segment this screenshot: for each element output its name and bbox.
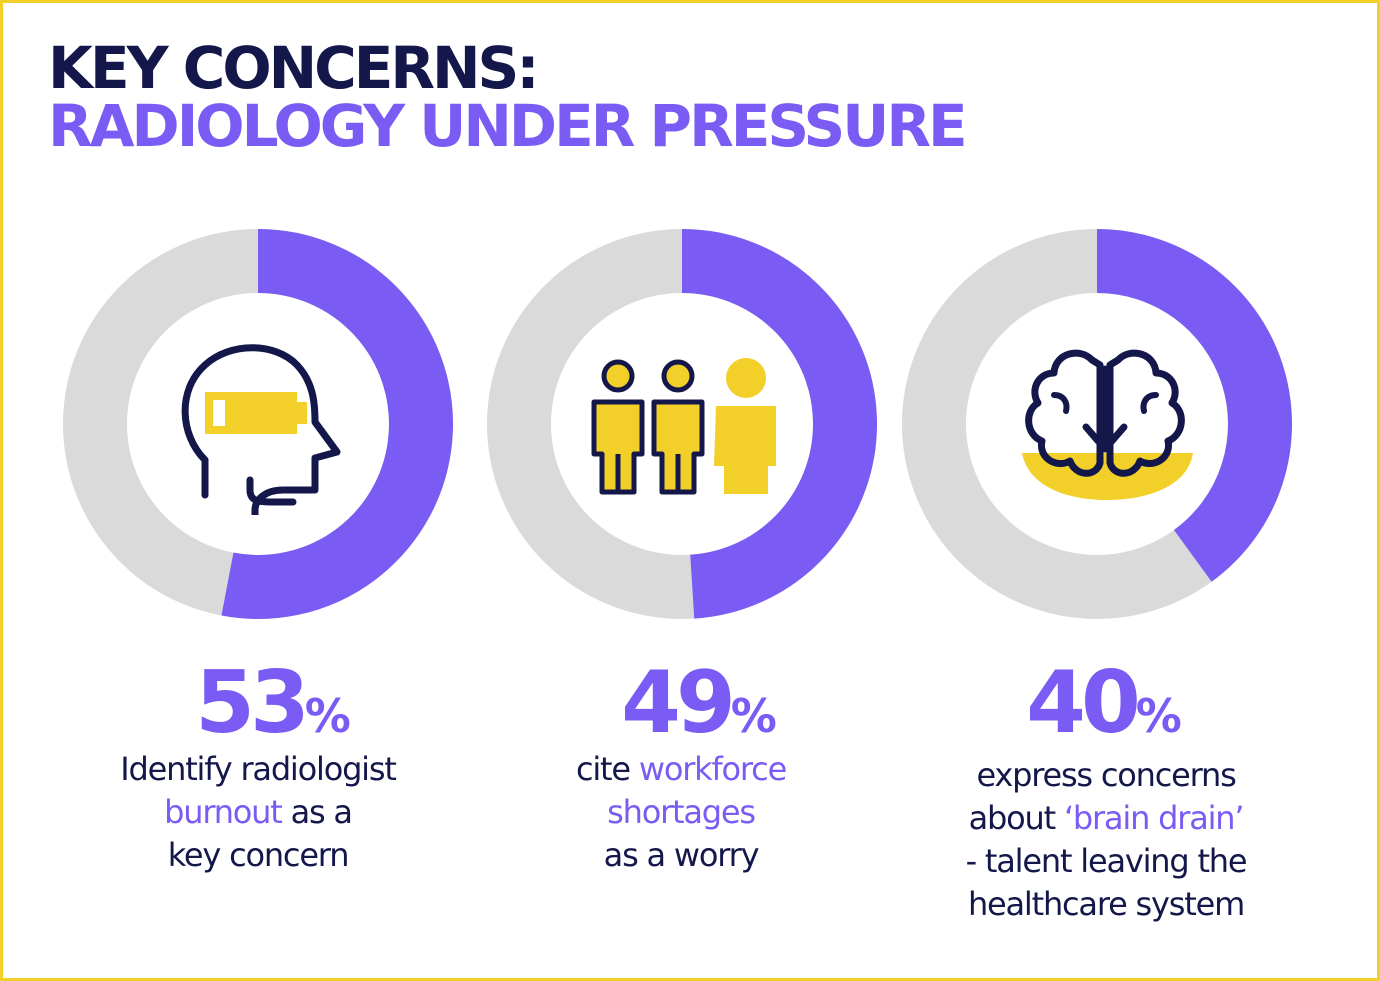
description-line: healthcare system [876,883,1336,926]
description-line: key concern [28,834,488,877]
stat-description-brain-drain: express concerns about ‘brain drain’ - tal… [876,754,1336,926]
description-text: as a [281,793,353,831]
highlight-text: workforce [638,750,787,788]
stat-value-brain-drain: 40% [873,660,1333,746]
stat-unit: % [730,689,777,743]
people-group-icon [586,356,781,500]
description-line: cite workforce [451,748,911,791]
donut-value-arc-1 [221,229,453,619]
highlight-text: shortages [607,793,756,831]
description-text: Identify radiologist [120,750,397,788]
stat-number: 53 [195,653,310,753]
description-line: express concerns [876,754,1336,797]
stat-number: 49 [621,653,736,753]
description-text: - talent leaving the [965,842,1248,880]
stat-value-workforce: 49% [468,660,928,746]
description-line: Identify radiologist [28,748,488,791]
description-text: as a worry [603,836,760,874]
highlight-text: burnout [164,793,283,831]
stat-description-workforce: cite workforce shortages as a worry [451,748,911,877]
description-line: as a worry [451,834,911,877]
description-text: healthcare system [967,885,1245,923]
stat-number: 40 [1026,653,1141,753]
description-line: about ‘brain drain’ [876,797,1336,840]
description-line: shortages [451,791,911,834]
stat-unit: % [304,689,351,743]
brain-drain-icon [1020,345,1195,509]
stat-description-burnout: Identify radiologist burnout as a key conc… [28,748,488,877]
description-line: burnout as a [28,791,488,834]
stat-value-burnout: 53% [42,660,502,746]
title-line-2: RADIOLOGY UNDER PRESSURE [48,92,968,160]
donut-value-arc-2 [681,229,877,619]
highlight-text: ‘brain drain’ [1063,799,1245,837]
title-line-1: KEY CONCERNS: [48,34,540,102]
stat-unit: % [1135,689,1182,743]
head-battery-icon [175,340,345,519]
description-text: express concerns [976,756,1236,794]
description-text: about [968,799,1064,837]
donut-value-arc-3 [1096,229,1292,582]
description-text: cite [575,750,639,788]
description-line: - talent leaving the [876,840,1336,883]
description-text: key concern [167,836,350,874]
